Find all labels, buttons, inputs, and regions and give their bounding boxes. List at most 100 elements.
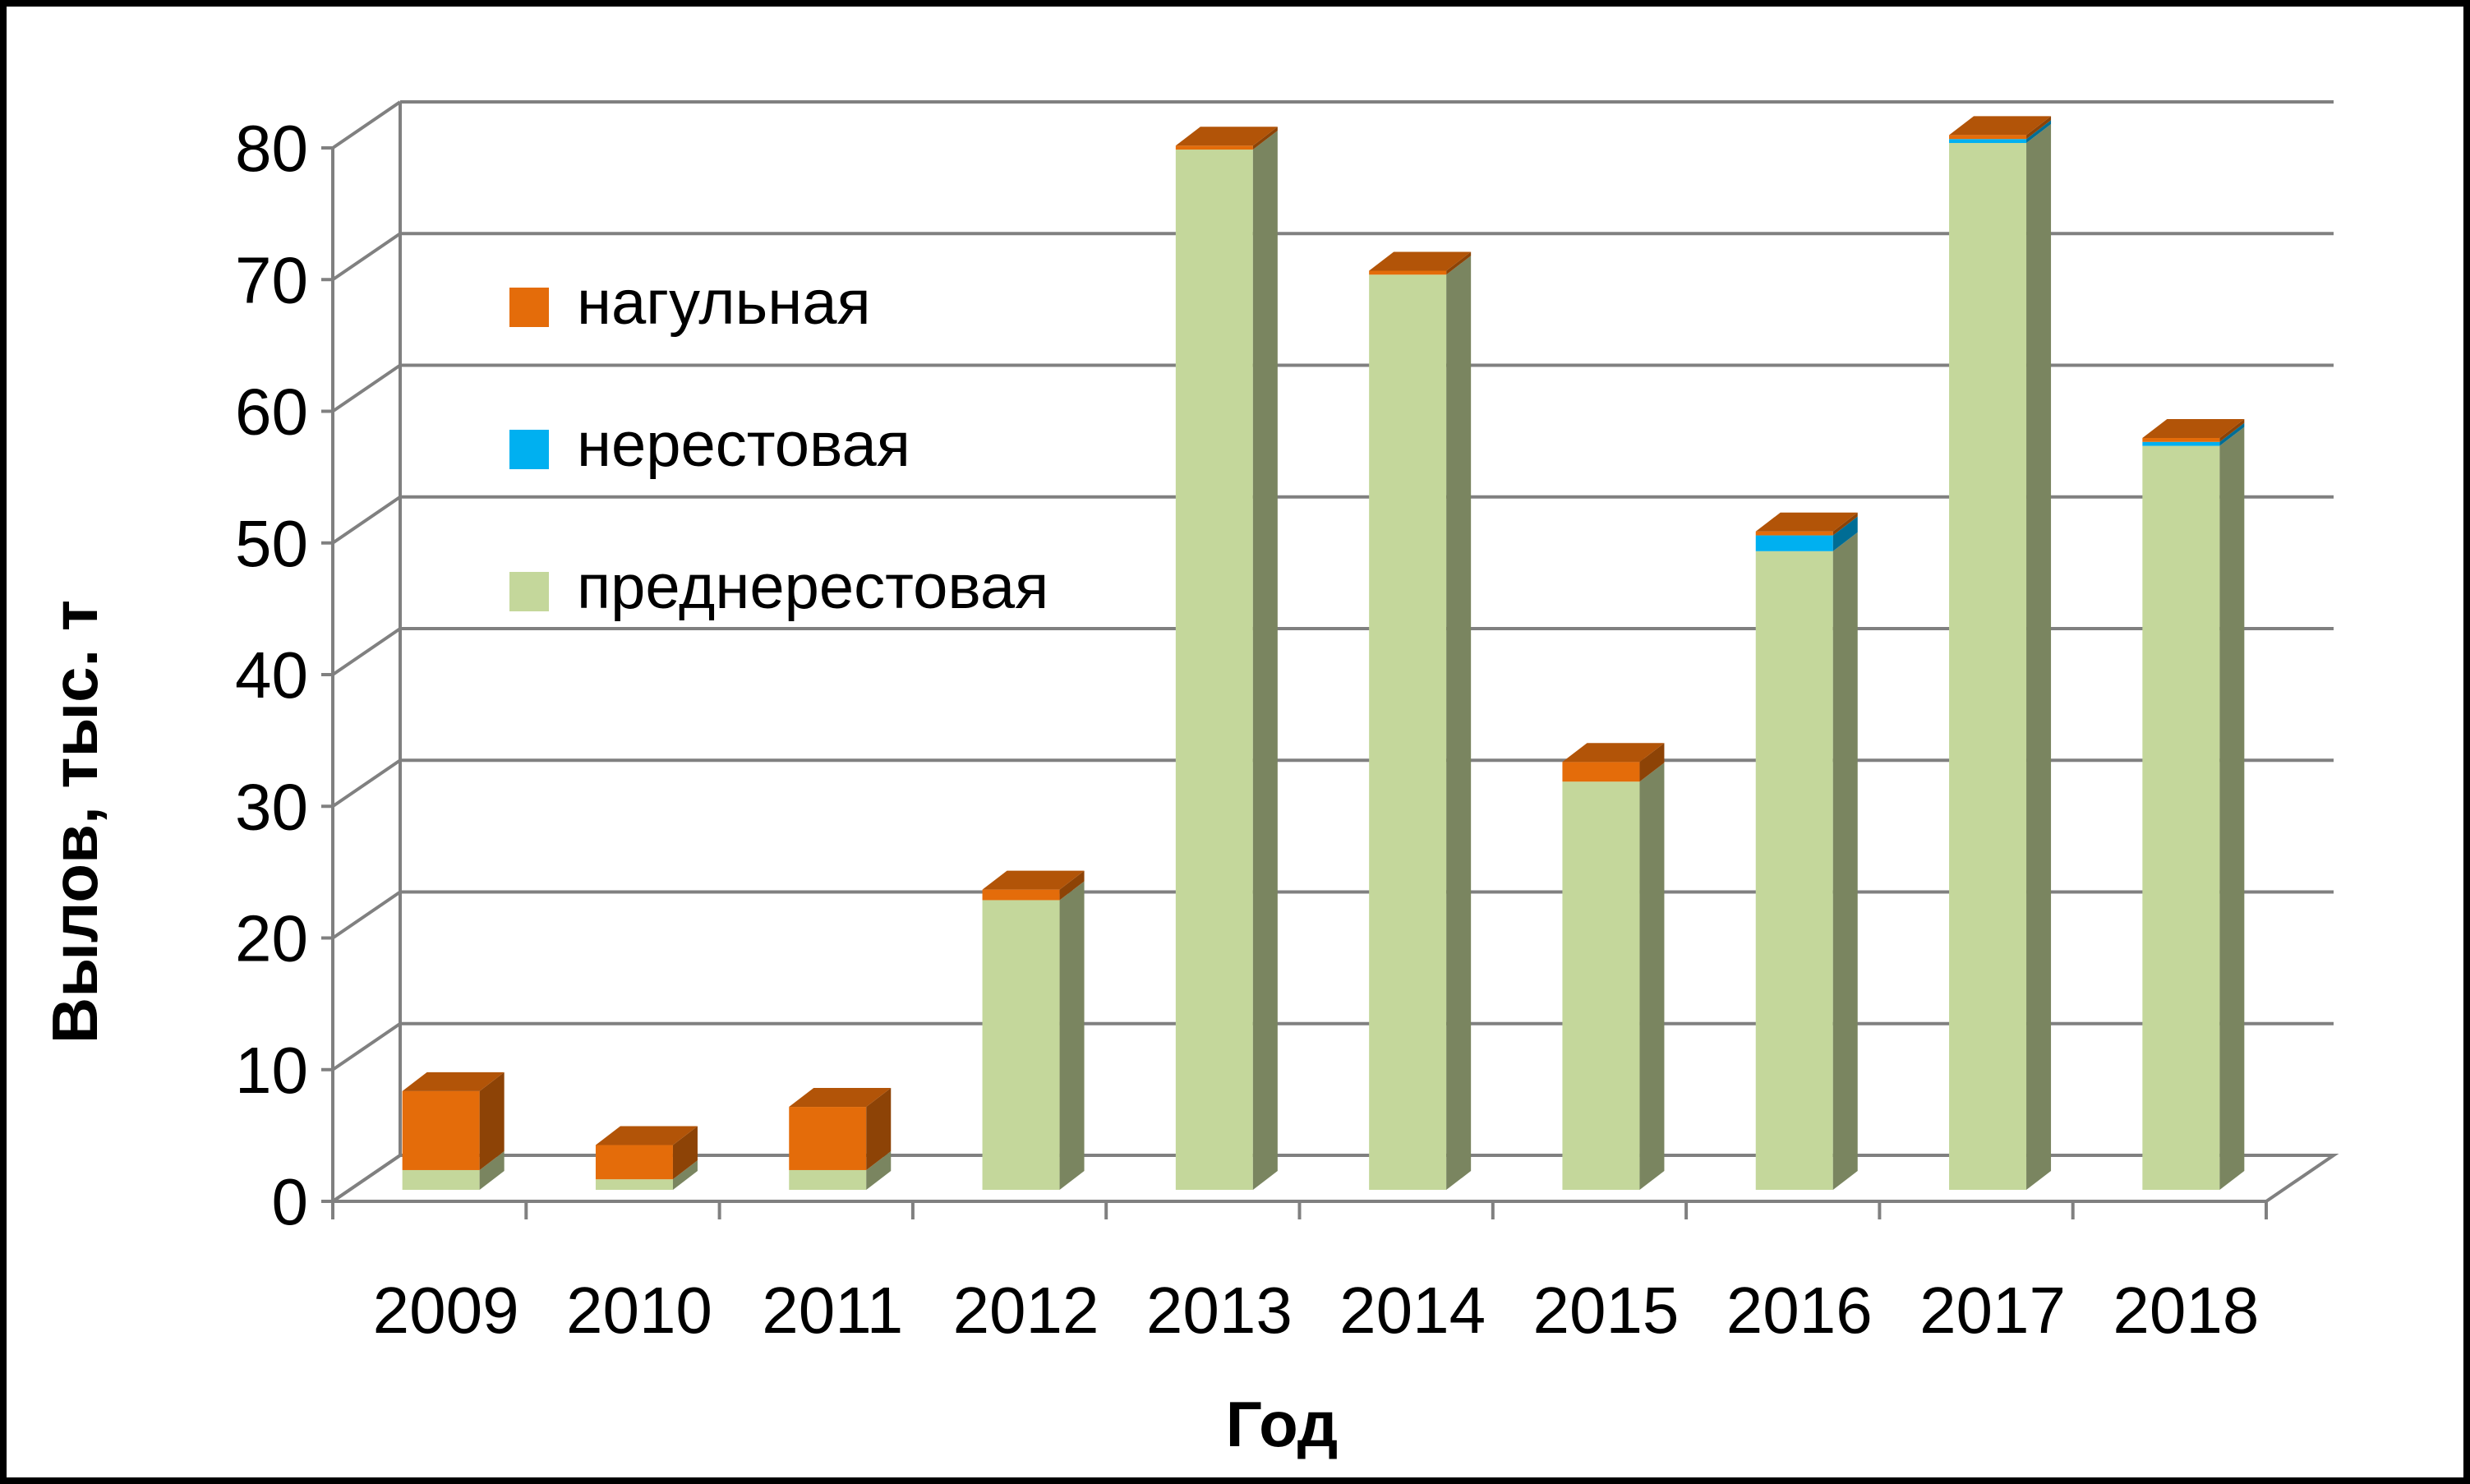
bar-segment [1755,551,1833,1190]
y-tick-label: 10 [235,1034,308,1107]
legend-entry: преднерестовая [509,552,1048,622]
y-tick-label: 0 [272,1165,309,1238]
bar-stack-2014 [1369,251,1472,1191]
gridline-depth [331,495,402,545]
bar-stack-2009 [402,1072,505,1190]
bar-top-face [402,1072,505,1091]
bar-segment-side [866,1088,892,1170]
y-tick-label: 70 [235,243,308,316]
bar-stack-2010 [595,1126,698,1190]
bar-segment-side [1252,131,1278,1190]
bar-top-face [982,870,1085,890]
bar-segment [982,900,1060,1190]
y-axis-title: Вылов, тыс. т [39,600,111,1044]
x-tick-label: 2011 [762,1274,903,1347]
bar-segment [1755,535,1833,551]
bar-segment-side [1832,516,1858,551]
y-tick-label: 60 [235,376,308,449]
bar-segment [1369,270,1447,275]
bar-segment [1949,135,2027,140]
bar-top-face [1949,116,2052,136]
bar-segment-side [2026,116,2052,140]
bar-segment-side [2219,422,2245,446]
bar-top-face [1562,743,1665,763]
legend-label: нерестовая [577,410,910,480]
bar-segment [1175,150,1253,1190]
bar-segment-side [2026,120,2052,144]
bar-segment-side [1059,881,1085,1190]
gridline-depth [331,232,402,281]
bar-segment-side [672,1126,698,1180]
y-tick-label: 30 [235,770,308,843]
bar-segment [1562,781,1640,1190]
bar-segment-side [1832,512,1858,536]
bar-top-face [1755,512,1858,532]
bar-segment [402,1090,480,1170]
bar-segment [1949,139,2027,144]
gridline-depth [331,1022,402,1072]
bar-segment-side [1639,763,1665,1190]
legend-swatch [509,572,549,611]
legend-swatch [509,288,549,327]
y-tick-label: 50 [235,507,308,580]
legend-entry: нерестовая [509,410,910,480]
bar-stack-2013 [1175,127,1278,1190]
bar-stack-2012 [982,870,1085,1190]
bar-segment [1369,274,1447,1191]
bar-segment-side [1446,251,1472,275]
y-tick-label: 20 [235,902,308,975]
bar-segment [2142,441,2220,446]
bar-segment [1755,531,1833,536]
bar-segment-side [479,1072,505,1170]
bar-segment-side [1252,127,1278,150]
bar-segment [1175,145,1253,150]
gridline-depth [331,627,402,676]
bar-top-face [789,1088,892,1108]
gridline-depth [331,890,402,940]
bar-segment [402,1169,480,1190]
bar-segment-side [1832,532,1858,1190]
bar-segment [2142,445,2220,1190]
bar-segment-side [1639,743,1665,782]
y-tick-label: 80 [235,112,308,185]
gridline-depth [331,1154,402,1203]
bar-stack-2011 [789,1088,892,1190]
bar-stack-2016 [1755,512,1858,1190]
legend-swatch [509,430,549,469]
gridline-depth [331,100,402,150]
bar-segment-side [866,1150,892,1190]
bar-segment [595,1145,673,1180]
legend-label: нагульная [577,268,871,338]
bar-top-face [1175,127,1278,146]
bar-segment [595,1179,673,1190]
x-axis-title: Год [1226,1388,1338,1460]
gridline-depth [331,363,402,413]
bar-segment-side [1059,870,1085,901]
bar-segment [982,889,1060,901]
x-tick-label: 2014 [1339,1274,1486,1347]
bar-segment-side [2026,124,2052,1191]
legend-label: преднерестовая [577,552,1048,622]
x-tick-label: 2015 [1532,1274,1679,1347]
bar-top-face [2142,418,2245,438]
bar-segment [2142,437,2220,442]
bar-segment-side [2219,426,2245,1190]
bar-stack-2015 [1562,743,1665,1190]
y-tick-label: 40 [235,638,308,712]
bar-segment [1562,762,1640,782]
bar-stack-2017 [1949,116,2052,1191]
x-tick-label: 2013 [1146,1274,1293,1347]
x-tick-label: 2012 [953,1274,1099,1347]
x-tick-label: 2018 [2113,1274,2259,1347]
x-tick-label: 2016 [1726,1274,1873,1347]
x-tick-label: 2017 [1919,1274,2066,1347]
bar-segment-side [2219,418,2245,442]
bar-segment-side [672,1160,698,1190]
legend-entry: нагульная [509,268,871,338]
x-tick-label: 2009 [373,1274,519,1347]
bar-segment-side [479,1150,505,1190]
bar-segment [789,1169,867,1190]
bar-segment [789,1107,867,1170]
